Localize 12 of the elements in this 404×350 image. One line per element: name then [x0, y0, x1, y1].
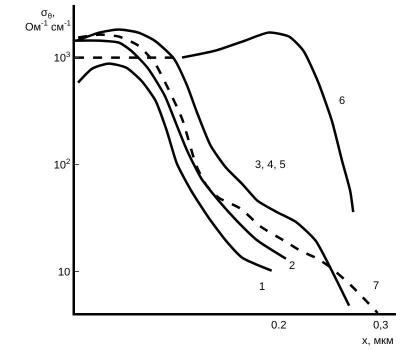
- x-tick-label: 0,3: [373, 320, 388, 332]
- y-tick-label: 10$^{3}$: [54, 50, 70, 64]
- y-tick-label: 10: [58, 266, 70, 278]
- y-tick-label: 10$^{2}$: [54, 156, 70, 172]
- x-axis-title: x, мкм: [362, 335, 394, 347]
- series-label: 3, 4, 5: [255, 159, 286, 171]
- series-label: 6: [339, 95, 346, 107]
- x-tick-label: 0.2: [271, 320, 286, 332]
- series-label: 7: [373, 280, 380, 292]
- series-label: 1: [259, 281, 266, 293]
- series-label: 2: [289, 260, 296, 272]
- y-axis-title: σ$_{θ}$, Ом$^{-1}$ см$^{-1}$: [25, 7, 71, 34]
